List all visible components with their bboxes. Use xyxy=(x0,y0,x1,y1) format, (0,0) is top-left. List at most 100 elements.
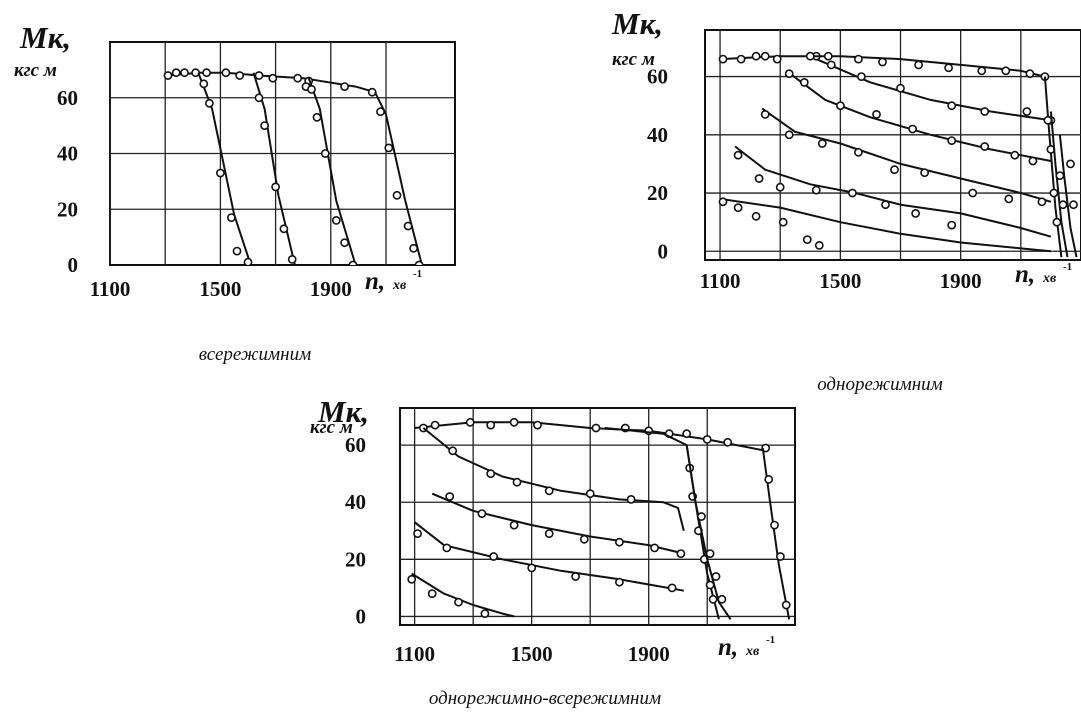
data-point xyxy=(445,492,455,501)
data-point xyxy=(279,224,289,234)
series-line xyxy=(761,107,1052,203)
data-point xyxy=(221,68,231,78)
data-point xyxy=(1066,159,1075,169)
x-tick-label: 1900 xyxy=(310,277,352,301)
data-point xyxy=(702,434,712,444)
data-point xyxy=(751,51,761,61)
data-point xyxy=(486,420,496,430)
data-point xyxy=(268,73,278,83)
data-point xyxy=(480,609,490,618)
data-point xyxy=(944,63,953,73)
data-point xyxy=(980,142,990,151)
data-point xyxy=(376,107,385,117)
data-point xyxy=(180,68,189,78)
data-point xyxy=(854,54,863,64)
data-point xyxy=(733,150,743,160)
data-point xyxy=(199,79,209,89)
data-point xyxy=(896,83,905,93)
x-axis-unit-exponent: -1 xyxy=(766,634,775,646)
data-point xyxy=(527,563,537,573)
data-point xyxy=(1022,107,1032,116)
data-point xyxy=(805,51,815,61)
plot-area xyxy=(407,417,791,620)
series-line xyxy=(785,69,1052,162)
data-point xyxy=(947,220,957,230)
data-point xyxy=(911,208,920,218)
data-point xyxy=(509,520,519,530)
data-point xyxy=(823,51,833,61)
y-axis-label: Mк, xyxy=(611,6,663,41)
data-point xyxy=(191,68,200,78)
plot-frame xyxy=(399,407,796,626)
data-point xyxy=(202,68,211,78)
data-point xyxy=(764,474,774,484)
data-point xyxy=(736,54,746,64)
data-point xyxy=(1069,200,1078,210)
y-tick-label: 40 xyxy=(57,142,78,166)
chart-all-mode-regulator: 0 20 40 60 1100 1500 1900 Mк, кгс м n, хв -1 всережи… xyxy=(14,20,456,365)
series-line xyxy=(734,145,1052,238)
x-tick-label: 1100 xyxy=(700,269,741,293)
data-point xyxy=(920,168,929,178)
data-point xyxy=(682,429,692,439)
data-point xyxy=(854,147,863,157)
data-point xyxy=(711,572,721,581)
data-point xyxy=(826,60,836,70)
data-point xyxy=(881,200,890,210)
data-point xyxy=(413,529,422,538)
x-axis-unit-exponent: -1 xyxy=(413,268,422,280)
data-point xyxy=(802,235,812,244)
y-tick-label: 0 xyxy=(658,239,669,263)
y-tick-label: 20 xyxy=(345,547,366,571)
data-point xyxy=(320,149,330,158)
data-point xyxy=(615,537,624,547)
series-line xyxy=(1043,76,1063,258)
y-tick-label: 40 xyxy=(647,123,668,147)
x-tick-label: 1900 xyxy=(940,269,982,293)
x-tick-label: 1500 xyxy=(511,642,553,666)
series-line xyxy=(1058,134,1078,258)
data-point xyxy=(878,57,887,67)
data-point xyxy=(977,66,987,76)
series-line xyxy=(374,91,423,265)
data-point xyxy=(1055,171,1065,180)
y-axis-unit: кгс м xyxy=(612,49,655,70)
data-point xyxy=(477,509,487,518)
data-point xyxy=(914,60,923,70)
data-point xyxy=(754,174,764,183)
data-point xyxy=(717,594,727,604)
data-point xyxy=(1037,197,1047,207)
data-point xyxy=(705,549,715,558)
data-point xyxy=(331,215,341,225)
data-point xyxy=(1025,69,1035,79)
series-line xyxy=(1049,111,1069,258)
data-point xyxy=(799,78,809,87)
data-point xyxy=(414,260,424,265)
data-point xyxy=(579,534,589,544)
data-point xyxy=(571,572,580,581)
data-point xyxy=(650,543,659,553)
x-tick-label: 1900 xyxy=(628,642,670,666)
data-point xyxy=(512,477,522,487)
data-point xyxy=(857,72,866,81)
data-point xyxy=(836,101,845,111)
data-point xyxy=(204,98,214,108)
x-axis-label: n, xyxy=(1015,261,1035,288)
data-point xyxy=(430,420,440,430)
data-point xyxy=(1004,194,1014,204)
data-point xyxy=(544,486,554,496)
data-point xyxy=(544,529,554,538)
series-line xyxy=(761,447,791,620)
data-point xyxy=(676,549,686,558)
chart-caption: однорежимно-всережимним xyxy=(429,688,661,709)
data-point xyxy=(784,69,794,79)
data-point xyxy=(778,217,788,227)
series-line xyxy=(719,197,1051,253)
data-point xyxy=(760,110,770,119)
chart-caption: всережимним xyxy=(199,344,311,365)
data-point xyxy=(1001,66,1011,76)
y-axis-label: Mк, xyxy=(19,20,71,55)
y-tick-label: 20 xyxy=(57,197,78,221)
data-point xyxy=(908,124,917,134)
y-axis-unit: кгс м xyxy=(310,417,353,438)
